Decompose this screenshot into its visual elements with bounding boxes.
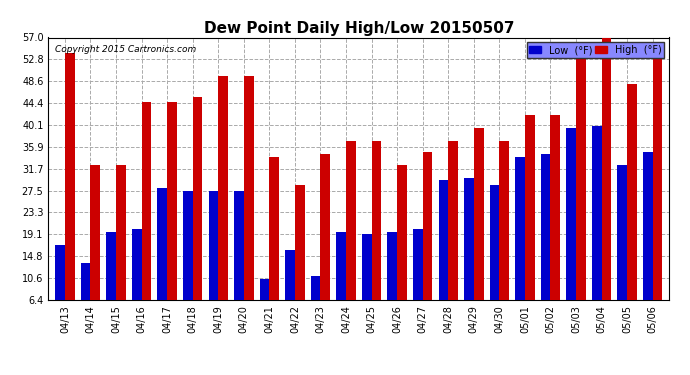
Bar — [269, 157, 279, 300]
Bar — [320, 154, 331, 300]
Bar — [65, 53, 75, 300]
Bar — [234, 190, 244, 300]
Bar — [336, 232, 346, 300]
Text: Copyright 2015 Cartronics.com: Copyright 2015 Cartronics.com — [55, 45, 196, 54]
Bar — [157, 188, 167, 300]
Bar — [653, 53, 662, 300]
Bar — [90, 165, 100, 300]
Bar — [551, 116, 560, 300]
Bar — [193, 97, 202, 300]
Bar — [541, 154, 551, 300]
Bar — [439, 180, 449, 300]
Bar — [490, 185, 500, 300]
Bar — [566, 128, 576, 300]
Bar — [183, 190, 193, 300]
Bar — [448, 141, 458, 300]
Bar — [643, 152, 653, 300]
Bar — [602, 38, 611, 300]
Bar — [515, 157, 525, 300]
Bar — [259, 279, 269, 300]
Bar — [413, 230, 423, 300]
Bar — [106, 232, 116, 300]
Bar — [474, 128, 484, 300]
Bar — [362, 234, 372, 300]
Legend: Low  (°F), High  (°F): Low (°F), High (°F) — [526, 42, 664, 58]
Bar — [167, 102, 177, 300]
Bar — [576, 53, 586, 300]
Bar — [346, 141, 356, 300]
Bar — [372, 141, 382, 300]
Bar — [141, 102, 151, 300]
Bar — [285, 250, 295, 300]
Bar — [500, 141, 509, 300]
Bar — [618, 165, 627, 300]
Bar — [116, 165, 126, 300]
Bar — [397, 165, 407, 300]
Bar — [208, 190, 218, 300]
Bar — [295, 185, 304, 300]
Bar — [310, 276, 320, 300]
Bar — [244, 76, 253, 300]
Bar — [218, 76, 228, 300]
Bar — [627, 84, 637, 300]
Bar — [525, 116, 535, 300]
Title: Dew Point Daily High/Low 20150507: Dew Point Daily High/Low 20150507 — [204, 21, 514, 36]
Bar — [423, 152, 433, 300]
Bar — [592, 126, 602, 300]
Bar — [81, 263, 90, 300]
Bar — [132, 230, 141, 300]
Bar — [387, 232, 397, 300]
Bar — [55, 245, 65, 300]
Bar — [464, 178, 474, 300]
